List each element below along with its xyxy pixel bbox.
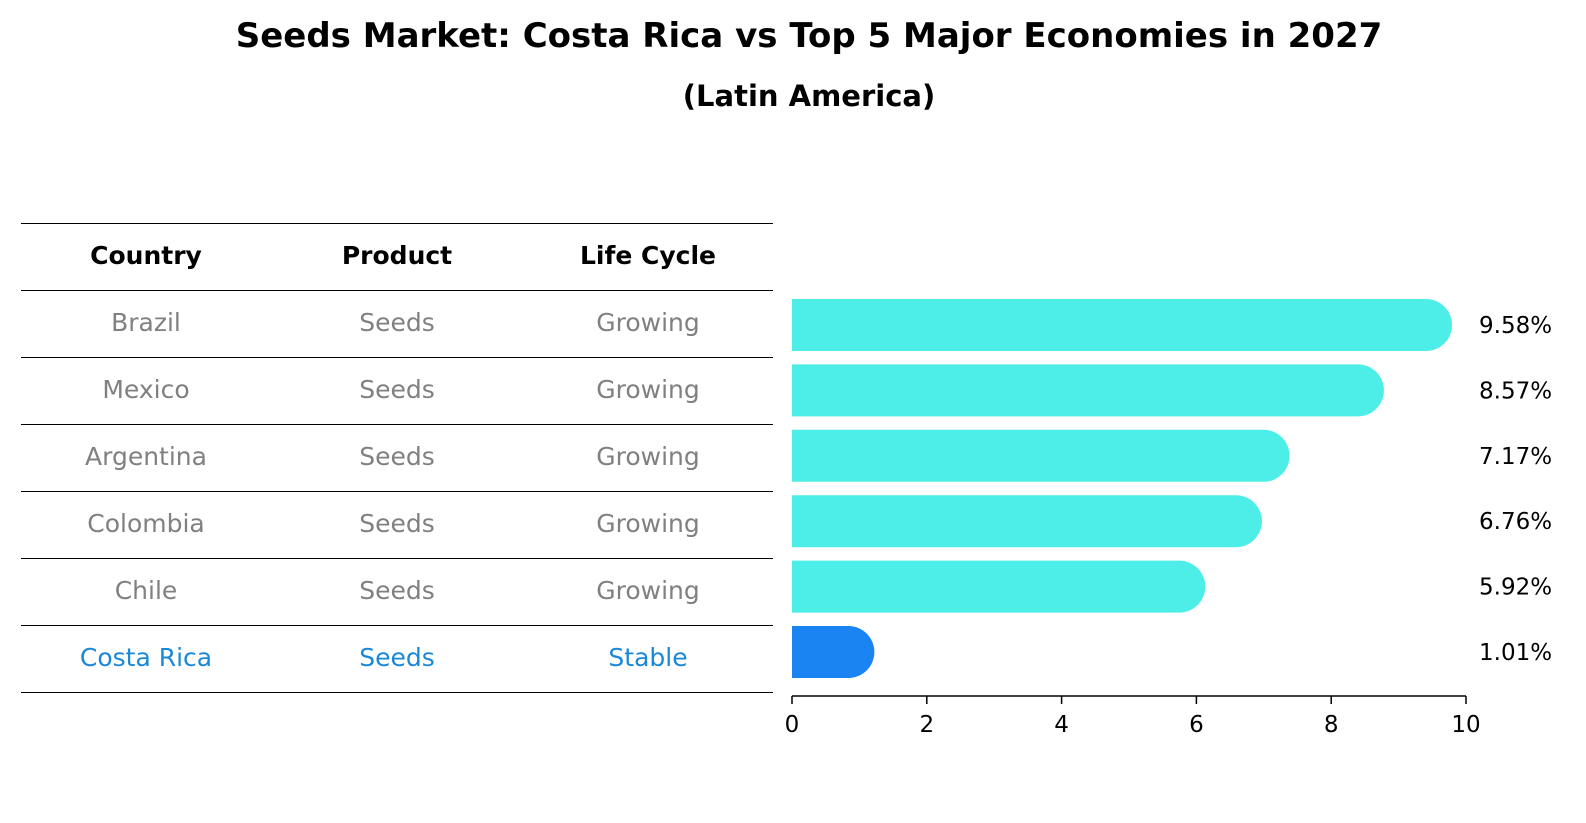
value-label: 8.57% — [1479, 378, 1552, 404]
table-row: Mexico Seeds Growing — [21, 357, 773, 424]
bar-brazil — [792, 299, 1452, 351]
cell-life-cycle: Growing — [596, 375, 700, 404]
value-label: 9.58% — [1479, 313, 1552, 339]
table-row: Colombia Seeds Growing — [21, 491, 773, 558]
bar-mexico — [792, 364, 1384, 417]
cell-product: Seeds — [359, 576, 435, 605]
chart-subtitle: (Latin America) — [682, 79, 936, 113]
cell-country: Colombia — [87, 509, 205, 538]
cell-product: Seeds — [359, 509, 435, 538]
cell-product: Seeds — [359, 442, 435, 471]
x-tick-label: 2 — [919, 712, 934, 738]
value-label: 1.01% — [1479, 640, 1552, 666]
cell-country: Chile — [114, 576, 178, 605]
cell-life-cycle: Growing — [596, 442, 700, 471]
bar-argentina — [792, 429, 1290, 482]
value-label: 6.76% — [1479, 509, 1552, 535]
cell-product: Seeds — [359, 643, 435, 672]
table-row: Argentina Seeds Growing — [21, 424, 773, 491]
cell-life-cycle: Growing — [596, 576, 700, 605]
cell-life-cycle: Growing — [596, 509, 700, 538]
cell-product: Seeds — [359, 308, 435, 337]
header-product: Product — [341, 241, 453, 270]
cell-product: Seeds — [359, 375, 435, 404]
cell-country: Argentina — [85, 442, 207, 471]
value-label: 7.17% — [1479, 444, 1552, 470]
x-tick-label: 6 — [1189, 712, 1204, 738]
table-row-highlight: Costa Rica Seeds Stable — [21, 625, 773, 693]
table-header-row: Country Product Life Cycle — [21, 223, 773, 290]
table-row: Brazil Seeds Growing — [21, 290, 773, 357]
header-life-cycle: Life Cycle — [579, 241, 717, 270]
bar-chile — [792, 560, 1206, 613]
bar-costa-rica — [792, 626, 875, 678]
value-label: 5.92% — [1479, 575, 1552, 601]
x-tick-label: 10 — [1451, 712, 1480, 738]
cell-country: Costa Rica — [79, 643, 213, 672]
x-tick-label: 8 — [1324, 712, 1339, 738]
data-table: Country Product Life Cycle Brazil Seeds … — [21, 223, 773, 693]
cell-life-cycle: Growing — [596, 308, 700, 337]
x-tick-label: 0 — [785, 712, 800, 738]
header-country: Country — [90, 241, 202, 270]
bar-colombia — [792, 495, 1262, 548]
cell-country: Brazil — [111, 308, 181, 337]
chart-title: Seeds Market: Costa Rica vs Top 5 Major … — [235, 16, 1383, 56]
cell-life-cycle: Stable — [608, 643, 688, 672]
x-tick-label: 4 — [1054, 712, 1069, 738]
cell-country: Mexico — [102, 375, 190, 404]
table-row: Chile Seeds Growing — [21, 558, 773, 625]
